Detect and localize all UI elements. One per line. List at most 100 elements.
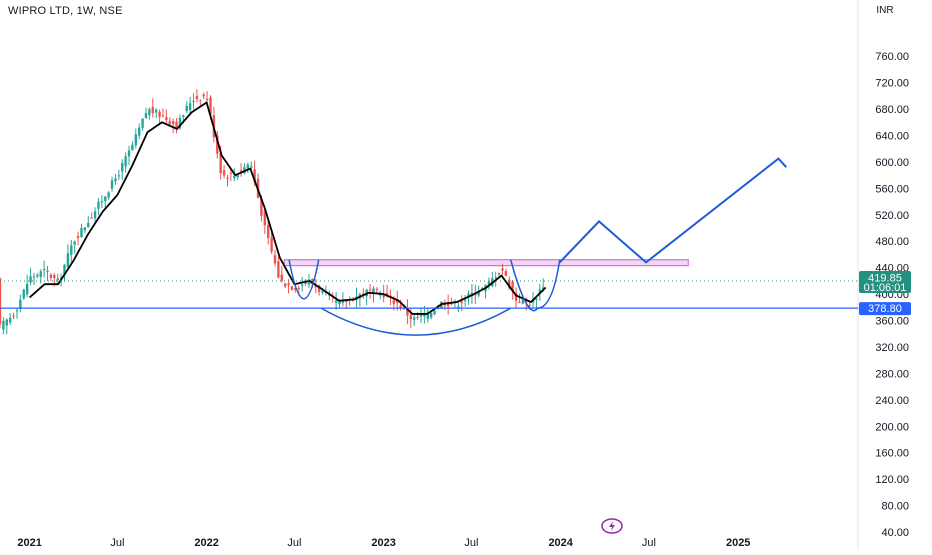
candle-body xyxy=(151,106,154,114)
projection-arrow xyxy=(558,157,787,264)
candle-body xyxy=(416,316,419,318)
candle-body xyxy=(542,287,545,289)
candle-body xyxy=(477,292,480,296)
candle-body xyxy=(76,236,80,238)
candle-body xyxy=(5,319,8,326)
last-price-badge xyxy=(859,270,911,293)
candle-body xyxy=(53,274,56,279)
candle-body xyxy=(501,268,504,271)
candle-body xyxy=(487,281,491,286)
drawings-layer xyxy=(0,157,858,336)
candle-body xyxy=(158,111,161,117)
candle-body xyxy=(219,153,222,174)
candle-body xyxy=(8,317,12,323)
candle-body xyxy=(494,277,497,279)
candle-body xyxy=(63,264,66,275)
candle-body xyxy=(141,118,144,128)
candle-body xyxy=(450,303,453,305)
y-tick-label: 520.00 xyxy=(875,210,909,222)
left-handle-curve xyxy=(288,259,320,300)
candle-body xyxy=(42,268,46,270)
currency-label[interactable]: INR xyxy=(876,5,893,16)
candle-body xyxy=(419,315,423,317)
candle-body xyxy=(409,315,413,320)
candle-body xyxy=(56,278,59,281)
candle-body xyxy=(114,178,117,182)
candle-body xyxy=(73,241,76,245)
candle-body xyxy=(341,299,345,303)
candle-body xyxy=(90,217,93,219)
candle-body xyxy=(372,288,375,294)
x-tick-label: 2023 xyxy=(371,537,395,549)
candle-body xyxy=(277,261,280,278)
candle-body xyxy=(134,134,138,146)
candle-body xyxy=(209,97,212,115)
candle-body xyxy=(467,293,470,298)
y-tick-label: 480.00 xyxy=(875,236,909,248)
candle-body xyxy=(121,163,124,172)
cup-curve xyxy=(320,307,512,336)
support-price-badge xyxy=(859,302,911,316)
candle-body xyxy=(270,237,273,252)
candle-body xyxy=(317,285,321,292)
candle-body xyxy=(263,210,267,226)
candle-body xyxy=(460,301,463,304)
y-tick-label: 120.00 xyxy=(875,474,909,486)
time-axis[interactable]: 2021 Jul 2022 Jul 2023 Jul 2024 Jul 2025 xyxy=(17,537,750,549)
candle-body xyxy=(107,192,110,198)
candle-body xyxy=(382,293,385,298)
y-tick-label: 640.00 xyxy=(875,131,909,143)
y-tick-label: 240.00 xyxy=(875,395,909,407)
candle-body xyxy=(304,282,307,284)
x-tick-label: 2021 xyxy=(17,537,41,549)
candle-body xyxy=(518,302,521,304)
right-handle-curve xyxy=(510,259,561,312)
candle-body xyxy=(392,300,396,304)
resistance-zone xyxy=(283,259,689,267)
candle-body xyxy=(138,127,141,136)
candle-body xyxy=(246,164,250,169)
candle-body xyxy=(535,298,538,300)
candle-body xyxy=(239,170,243,172)
candle-body xyxy=(15,310,19,312)
symbol-title[interactable]: WIPRO LTD, 1W, NSE xyxy=(8,5,123,17)
lightning-icon[interactable] xyxy=(601,518,623,534)
candle-body xyxy=(273,255,277,264)
candle-body xyxy=(396,299,399,303)
candle-body xyxy=(314,285,317,288)
candle-body xyxy=(345,300,348,303)
candle-body xyxy=(368,289,372,291)
candle-body xyxy=(253,169,256,183)
x-tick-label: 2024 xyxy=(548,537,573,549)
candle-body xyxy=(525,300,528,303)
candle-body xyxy=(413,317,416,320)
candle-body xyxy=(457,306,460,308)
candle-body xyxy=(83,227,87,231)
candle-body xyxy=(260,198,263,216)
candle-body xyxy=(19,299,22,310)
candle-body xyxy=(93,211,97,219)
candle-body xyxy=(250,166,253,168)
y-tick-label: 360.00 xyxy=(875,316,909,328)
candle-body xyxy=(287,283,290,286)
candle-body xyxy=(185,105,188,111)
candle-body xyxy=(32,276,36,278)
price-axis[interactable]: 40.00 80.00 120.00 160.00 200.00 240.00 280.00… xyxy=(875,51,909,539)
candle-body xyxy=(399,305,402,309)
x-tick-label: Jul xyxy=(464,537,478,549)
candle-body xyxy=(39,271,42,277)
candle-body xyxy=(338,301,341,305)
candle-body xyxy=(127,150,131,157)
candle-body xyxy=(446,302,450,307)
x-tick-label: Jul xyxy=(110,537,124,549)
candle-body xyxy=(294,287,297,290)
y-tick-label: 600.00 xyxy=(875,157,909,169)
candle-body xyxy=(0,278,2,325)
support-price-value: 378.80 xyxy=(868,303,902,315)
candle-body xyxy=(117,175,121,177)
candle-body xyxy=(2,320,5,330)
